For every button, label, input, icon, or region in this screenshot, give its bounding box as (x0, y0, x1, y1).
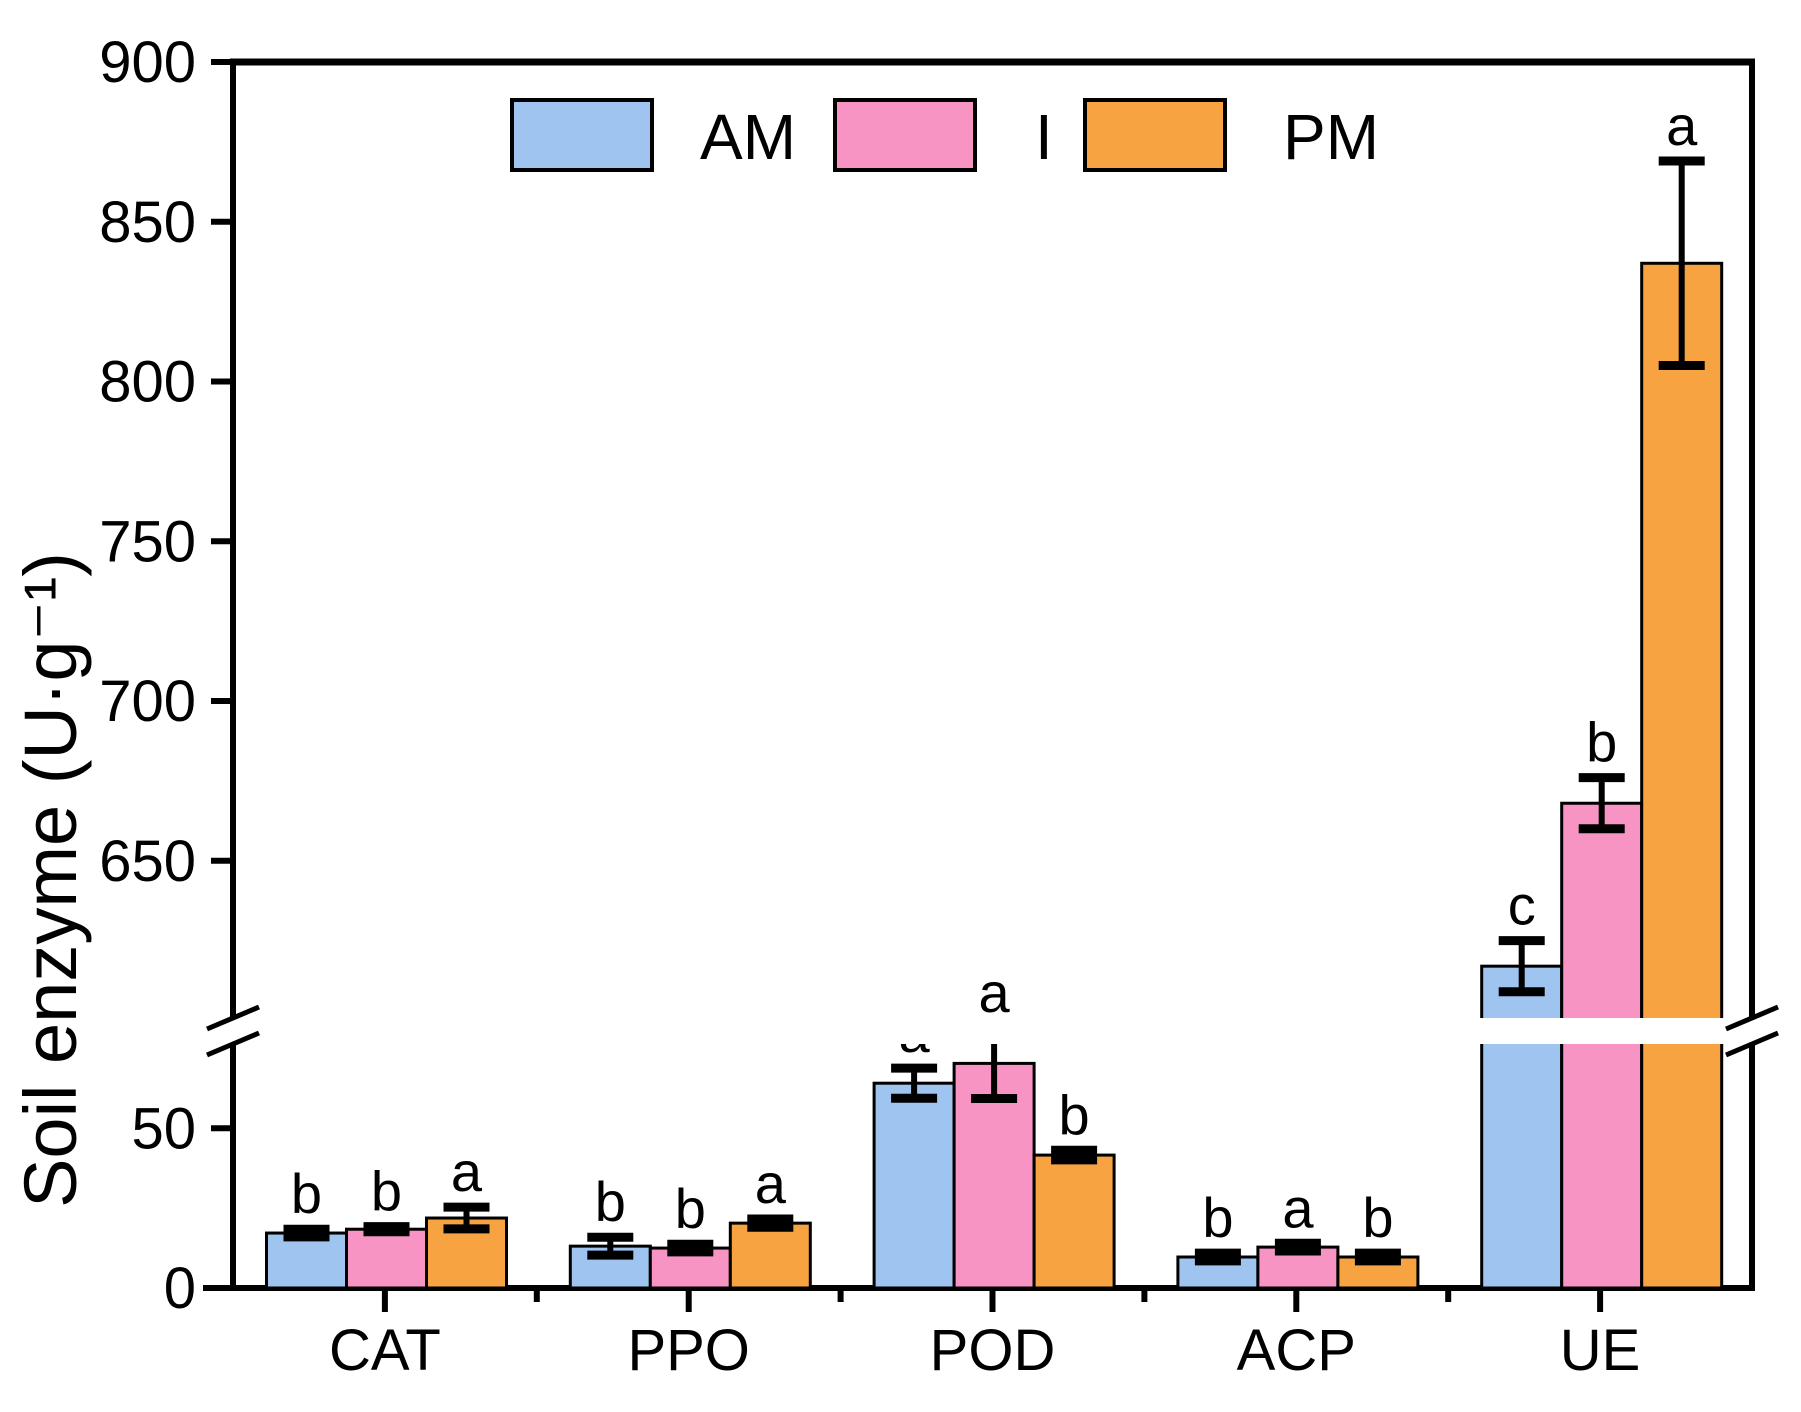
axis-break-band (205, 1018, 1780, 1044)
legend-swatch-am (510, 98, 654, 172)
x-category-label: POD (930, 1318, 1056, 1383)
y-tick-label: 50 (131, 1096, 196, 1161)
x-category-label: UE (1560, 1318, 1641, 1383)
significance-letter: b (1362, 1186, 1393, 1249)
y-tick-label: 800 (99, 350, 196, 415)
y-tick-label: 900 (99, 30, 196, 95)
significance-letter: b (595, 1170, 626, 1233)
significance-letter: a (979, 961, 1011, 1024)
legend: AM I PM (510, 98, 1379, 173)
significance-letter: c (1508, 874, 1536, 937)
axis-break-slash (1725, 1004, 1779, 1032)
y-tick-label: 750 (99, 509, 196, 574)
significance-letter: a (755, 1152, 787, 1215)
y-tick-label: 700 (99, 669, 196, 734)
y-tick-label: 650 (99, 829, 196, 894)
bar-PM-PPO (728, 1221, 812, 1290)
y-tick-label: 850 (99, 190, 196, 255)
significance-letter: b (371, 1160, 402, 1223)
legend-swatch-pm (1083, 98, 1227, 172)
legend-label-i: I (1035, 101, 1053, 173)
legend-swatch-i (833, 98, 977, 172)
legend-label-pm: PM (1283, 101, 1379, 173)
significance-letter: b (1202, 1186, 1233, 1249)
y-tick-label: 0 (164, 1256, 196, 1321)
axis-break-slash (206, 1030, 260, 1058)
bar-PM-UE (1640, 261, 1724, 1290)
axis-break-slash (206, 1004, 260, 1032)
significance-letter: a (451, 1140, 483, 1203)
significance-letter: a (1282, 1176, 1314, 1239)
significance-letter: b (1586, 711, 1617, 774)
bar-I-UE (1560, 801, 1644, 1290)
x-category-label: CAT (329, 1318, 441, 1383)
legend-label-am: AM (700, 101, 796, 173)
bar-AM-POD (872, 1081, 956, 1290)
significance-letter: b (675, 1177, 706, 1240)
axis-break-slash (1725, 1030, 1779, 1058)
bar-PM-POD (1032, 1153, 1116, 1290)
bar-I-CAT (345, 1227, 428, 1290)
significance-letter: b (1059, 1083, 1090, 1146)
significance-letter: b (291, 1162, 322, 1225)
bar-AM-UE (1480, 964, 1564, 1290)
x-category-label: PPO (627, 1318, 750, 1383)
significance-letter: a (1666, 94, 1698, 157)
x-category-label: ACP (1237, 1318, 1356, 1383)
y-axis-title: Soil enzyme (U·g⁻¹) (9, 552, 92, 1208)
